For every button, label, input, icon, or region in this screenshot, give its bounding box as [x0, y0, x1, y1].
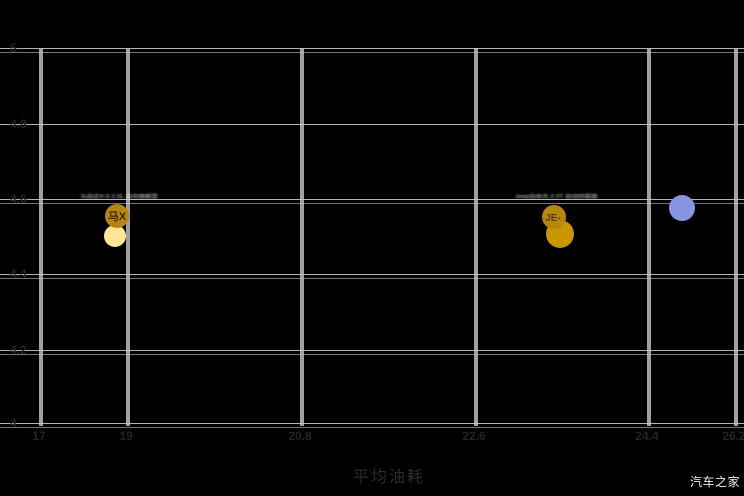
svg-text:马X: 马X	[108, 210, 127, 223]
svg-text:JE-: JE-	[545, 213, 561, 224]
